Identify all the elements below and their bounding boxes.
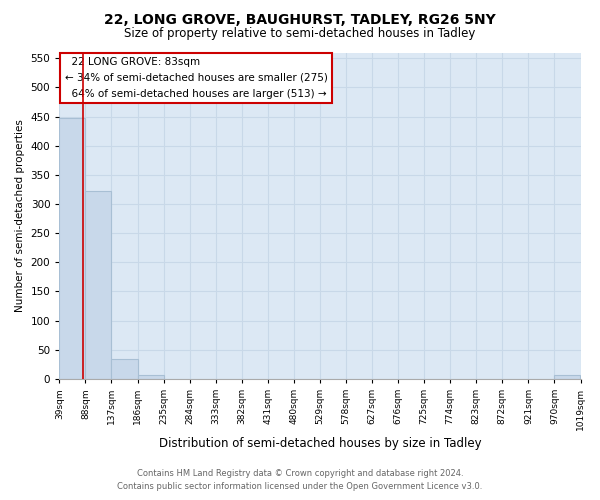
Y-axis label: Number of semi-detached properties: Number of semi-detached properties — [15, 120, 25, 312]
Bar — [137, 375, 164, 379]
Text: Contains HM Land Registry data © Crown copyright and database right 2024.
Contai: Contains HM Land Registry data © Crown c… — [118, 470, 482, 491]
Bar — [59, 118, 85, 379]
Text: 22, LONG GROVE, BAUGHURST, TADLEY, RG26 5NY: 22, LONG GROVE, BAUGHURST, TADLEY, RG26 … — [104, 12, 496, 26]
Bar — [554, 375, 580, 379]
Text: Size of property relative to semi-detached houses in Tadley: Size of property relative to semi-detach… — [124, 28, 476, 40]
Bar — [112, 358, 137, 379]
Bar — [85, 191, 112, 379]
X-axis label: Distribution of semi-detached houses by size in Tadley: Distribution of semi-detached houses by … — [158, 437, 481, 450]
Text: 22 LONG GROVE: 83sqm
← 34% of semi-detached houses are smaller (275)
  64% of se: 22 LONG GROVE: 83sqm ← 34% of semi-detac… — [65, 58, 328, 98]
